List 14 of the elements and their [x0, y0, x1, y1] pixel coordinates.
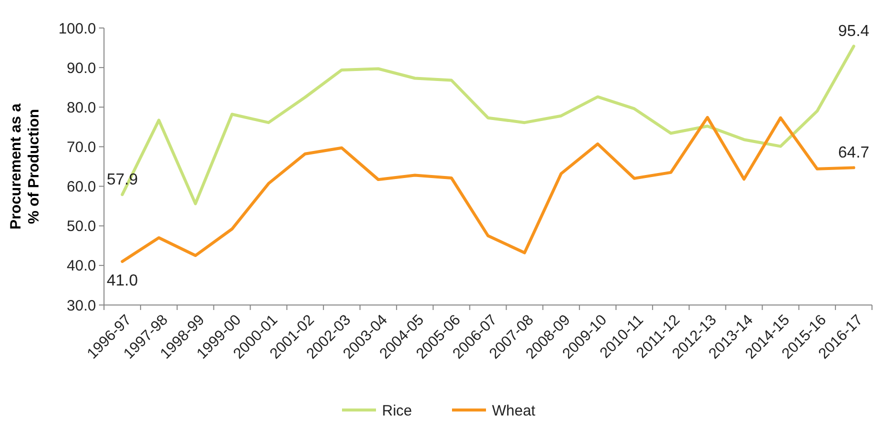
y-tick-label: 70.0 — [66, 138, 96, 156]
y-tick-label: 100.0 — [58, 20, 96, 38]
data-label: 64.7 — [838, 144, 870, 162]
y-tick-label: 50.0 — [66, 218, 96, 236]
y-tick-label: 40.0 — [66, 258, 96, 275]
legend-label: Wheat — [492, 402, 536, 420]
data-label: 41.0 — [106, 272, 138, 290]
y-tick-label: 60.0 — [66, 178, 96, 196]
y-tick-label: 30.0 — [66, 297, 96, 314]
y-axis-title: Procurement as a % of Production — [7, 102, 42, 230]
y-tick-label: 80.0 — [66, 99, 96, 116]
data-label: 95.4 — [838, 23, 870, 40]
legend-label: Rice — [382, 402, 412, 420]
y-tick-label: 90.0 — [66, 60, 96, 77]
